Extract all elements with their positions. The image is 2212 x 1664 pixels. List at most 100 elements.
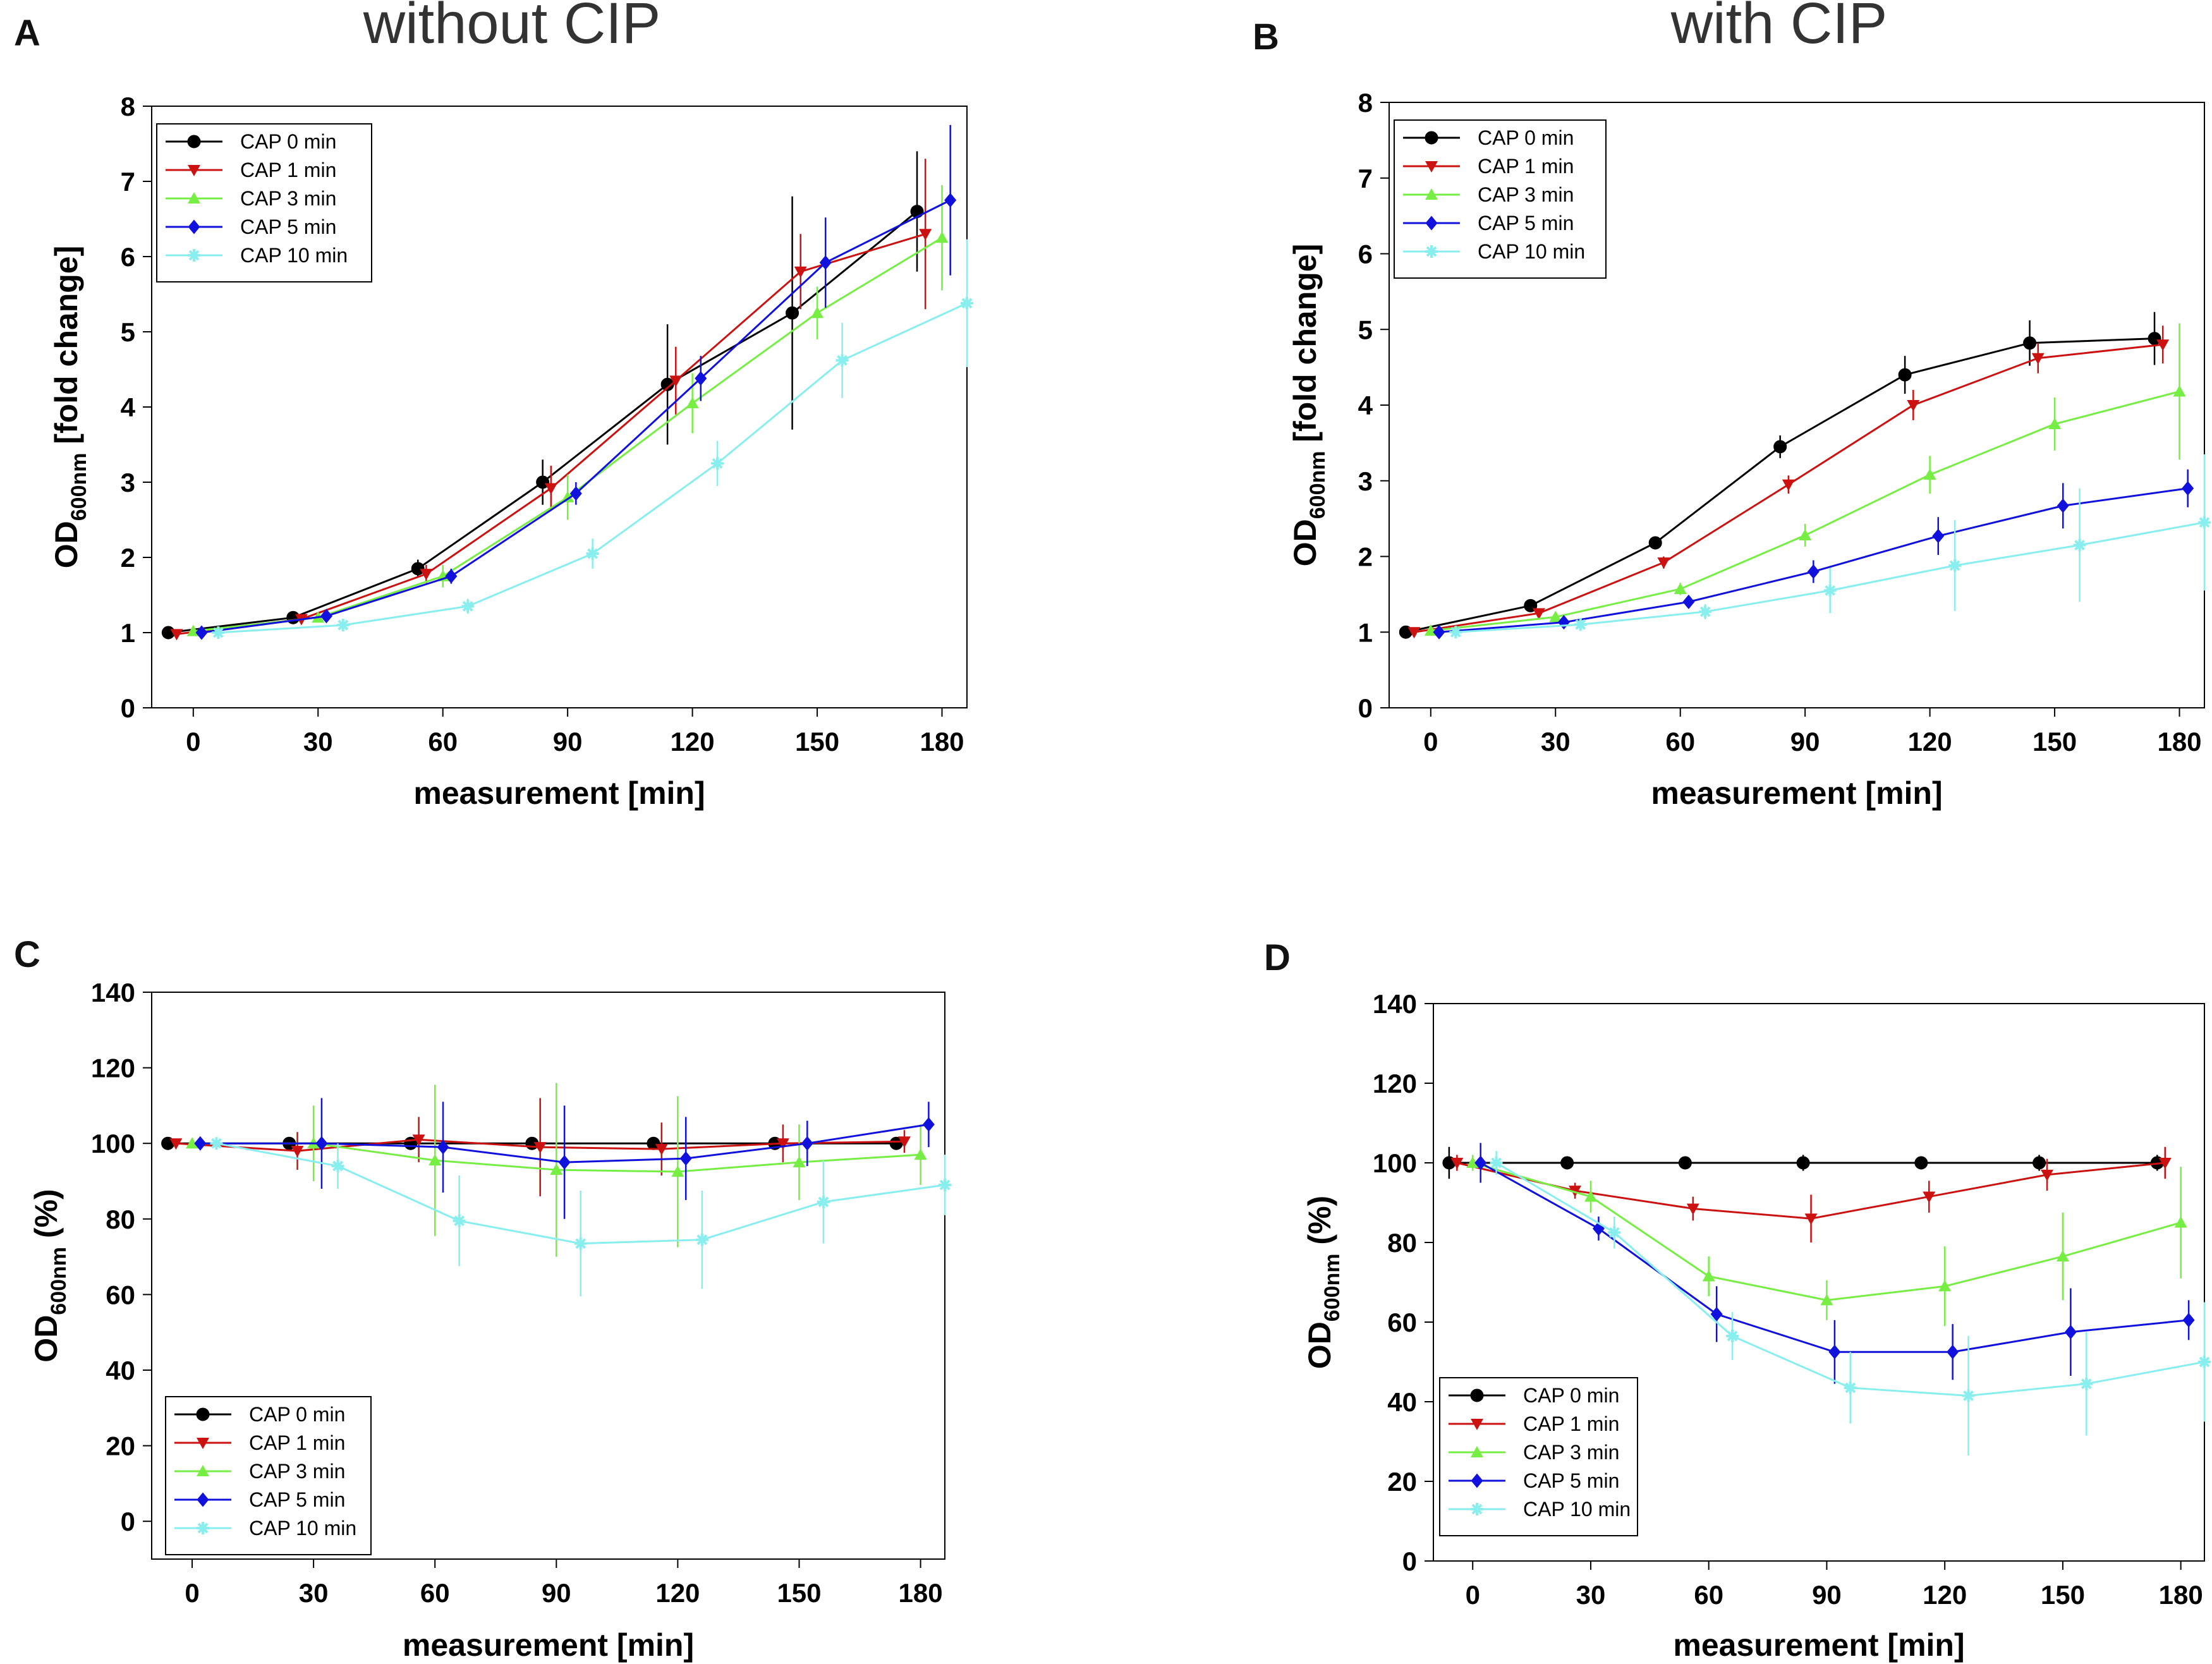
y-axis-title-main: OD	[49, 521, 84, 568]
y-tick-label: 40	[106, 1356, 135, 1385]
x-tick-label: 180	[2159, 1580, 2203, 1610]
y-tick-label: 4	[121, 392, 136, 422]
panel-letter: A	[14, 13, 40, 54]
x-tick-label: 0	[1466, 1580, 1480, 1610]
y-axis-title-main: OD	[28, 1315, 64, 1363]
data-point	[315, 1136, 328, 1151]
x-tick-label: 120	[1908, 727, 1952, 756]
data-point	[1674, 582, 1687, 594]
data-point	[817, 1195, 830, 1208]
plot-frame	[151, 992, 945, 1560]
y-tick-label: 7	[121, 167, 135, 197]
x-tick-label: 60	[428, 727, 458, 756]
y-tick-label: 100	[91, 1129, 135, 1158]
series-cap-3-min	[1466, 1155, 2187, 1327]
y-tick-label: 140	[91, 978, 135, 1007]
series-cap-5-min	[194, 1098, 935, 1219]
data-point	[1449, 626, 1462, 639]
data-point	[1474, 1155, 1487, 1170]
legend-item: CAP 3 min	[166, 187, 336, 210]
data-point	[1782, 479, 1795, 491]
y-tick-label: 80	[1387, 1228, 1417, 1258]
x-axis-title: measurement [min]	[1651, 775, 1942, 811]
x-tick-label: 90	[1812, 1580, 1842, 1610]
data-point	[437, 1139, 449, 1155]
data-point	[336, 619, 349, 632]
data-point	[1407, 627, 1421, 639]
data-point	[331, 1160, 344, 1173]
x-tick-label: 0	[186, 727, 200, 756]
legend-marker	[188, 165, 200, 176]
data-point	[210, 1137, 223, 1150]
y-tick-label: 80	[106, 1205, 135, 1234]
y-tick-label: 4	[1358, 391, 1373, 420]
legend-label: CAP 3 min	[1523, 1441, 1619, 1464]
data-point	[320, 609, 332, 624]
panel-letter: B	[1253, 16, 1279, 58]
series-cap-10-min	[1449, 454, 2211, 639]
legend-marker	[1471, 1419, 1483, 1430]
legend-label: CAP 10 min	[249, 1517, 356, 1540]
x-tick-label: 90	[1790, 727, 1820, 756]
data-point	[186, 1137, 199, 1149]
x-tick-label: 180	[920, 727, 964, 756]
legend-item: CAP 3 min	[1449, 1441, 1619, 1464]
x-tick-label: 180	[899, 1578, 943, 1608]
legend-label: CAP 10 min	[1523, 1498, 1631, 1521]
legend-item: CAP 0 min	[166, 130, 336, 153]
data-point	[1433, 624, 1445, 640]
data-point	[794, 266, 807, 278]
data-point	[935, 231, 949, 243]
data-point	[919, 229, 932, 241]
legend-label: CAP 3 min	[1478, 183, 1574, 206]
data-point	[1648, 536, 1662, 550]
data-point	[1710, 1306, 1723, 1321]
x-tick-label: 30	[1576, 1580, 1606, 1610]
y-tick-label: 40	[1387, 1387, 1417, 1417]
data-point	[1678, 1156, 1692, 1170]
x-tick-label: 30	[299, 1578, 329, 1608]
legend-marker	[1471, 1446, 1483, 1457]
legend-label: CAP 3 min	[249, 1460, 345, 1483]
data-point	[1962, 1389, 1975, 1402]
y-axis-title-rest: (%)	[1302, 1196, 1337, 1254]
data-point	[914, 1148, 927, 1160]
data-point	[811, 307, 824, 319]
legend-item: CAP 5 min	[1449, 1469, 1619, 1492]
data-point	[1807, 564, 1820, 579]
legend-marker	[197, 1522, 209, 1534]
legend-marker	[1470, 1388, 1484, 1402]
data-point	[1450, 1158, 1464, 1169]
data-point	[2041, 1169, 2054, 1181]
x-tick-label: 150	[2041, 1580, 2085, 1610]
legend-label: CAP 5 min	[240, 216, 336, 238]
data-point	[2198, 516, 2211, 529]
data-point	[939, 1178, 951, 1191]
legend-label: CAP 5 min	[1478, 212, 1574, 234]
x-tick-label: 60	[420, 1578, 450, 1608]
legend-item: CAP 1 min	[166, 159, 336, 181]
data-point	[695, 1233, 708, 1246]
data-point	[776, 1138, 789, 1150]
legend-marker	[1471, 1503, 1483, 1515]
x-tick-label: 150	[2033, 727, 2077, 756]
x-tick-label: 60	[1665, 727, 1695, 756]
data-point	[536, 475, 550, 489]
x-tick-label: 120	[655, 1578, 700, 1608]
panel-letter: D	[1264, 937, 1291, 978]
legend-item: CAP 10 min	[1449, 1498, 1631, 1521]
y-axis-title-rest: [fold change]	[1287, 244, 1323, 451]
y-tick-label: 20	[1387, 1467, 1417, 1497]
data-point	[836, 354, 849, 367]
data-point	[897, 1136, 911, 1148]
data-point	[2182, 481, 2194, 496]
data-point	[195, 625, 208, 640]
legend-label: CAP 3 min	[240, 187, 336, 210]
data-point	[1686, 1203, 1699, 1215]
legend-item: CAP 5 min	[166, 216, 336, 238]
data-point	[786, 306, 799, 320]
data-point	[1914, 1156, 1928, 1170]
y-tick-label: 120	[91, 1054, 135, 1083]
